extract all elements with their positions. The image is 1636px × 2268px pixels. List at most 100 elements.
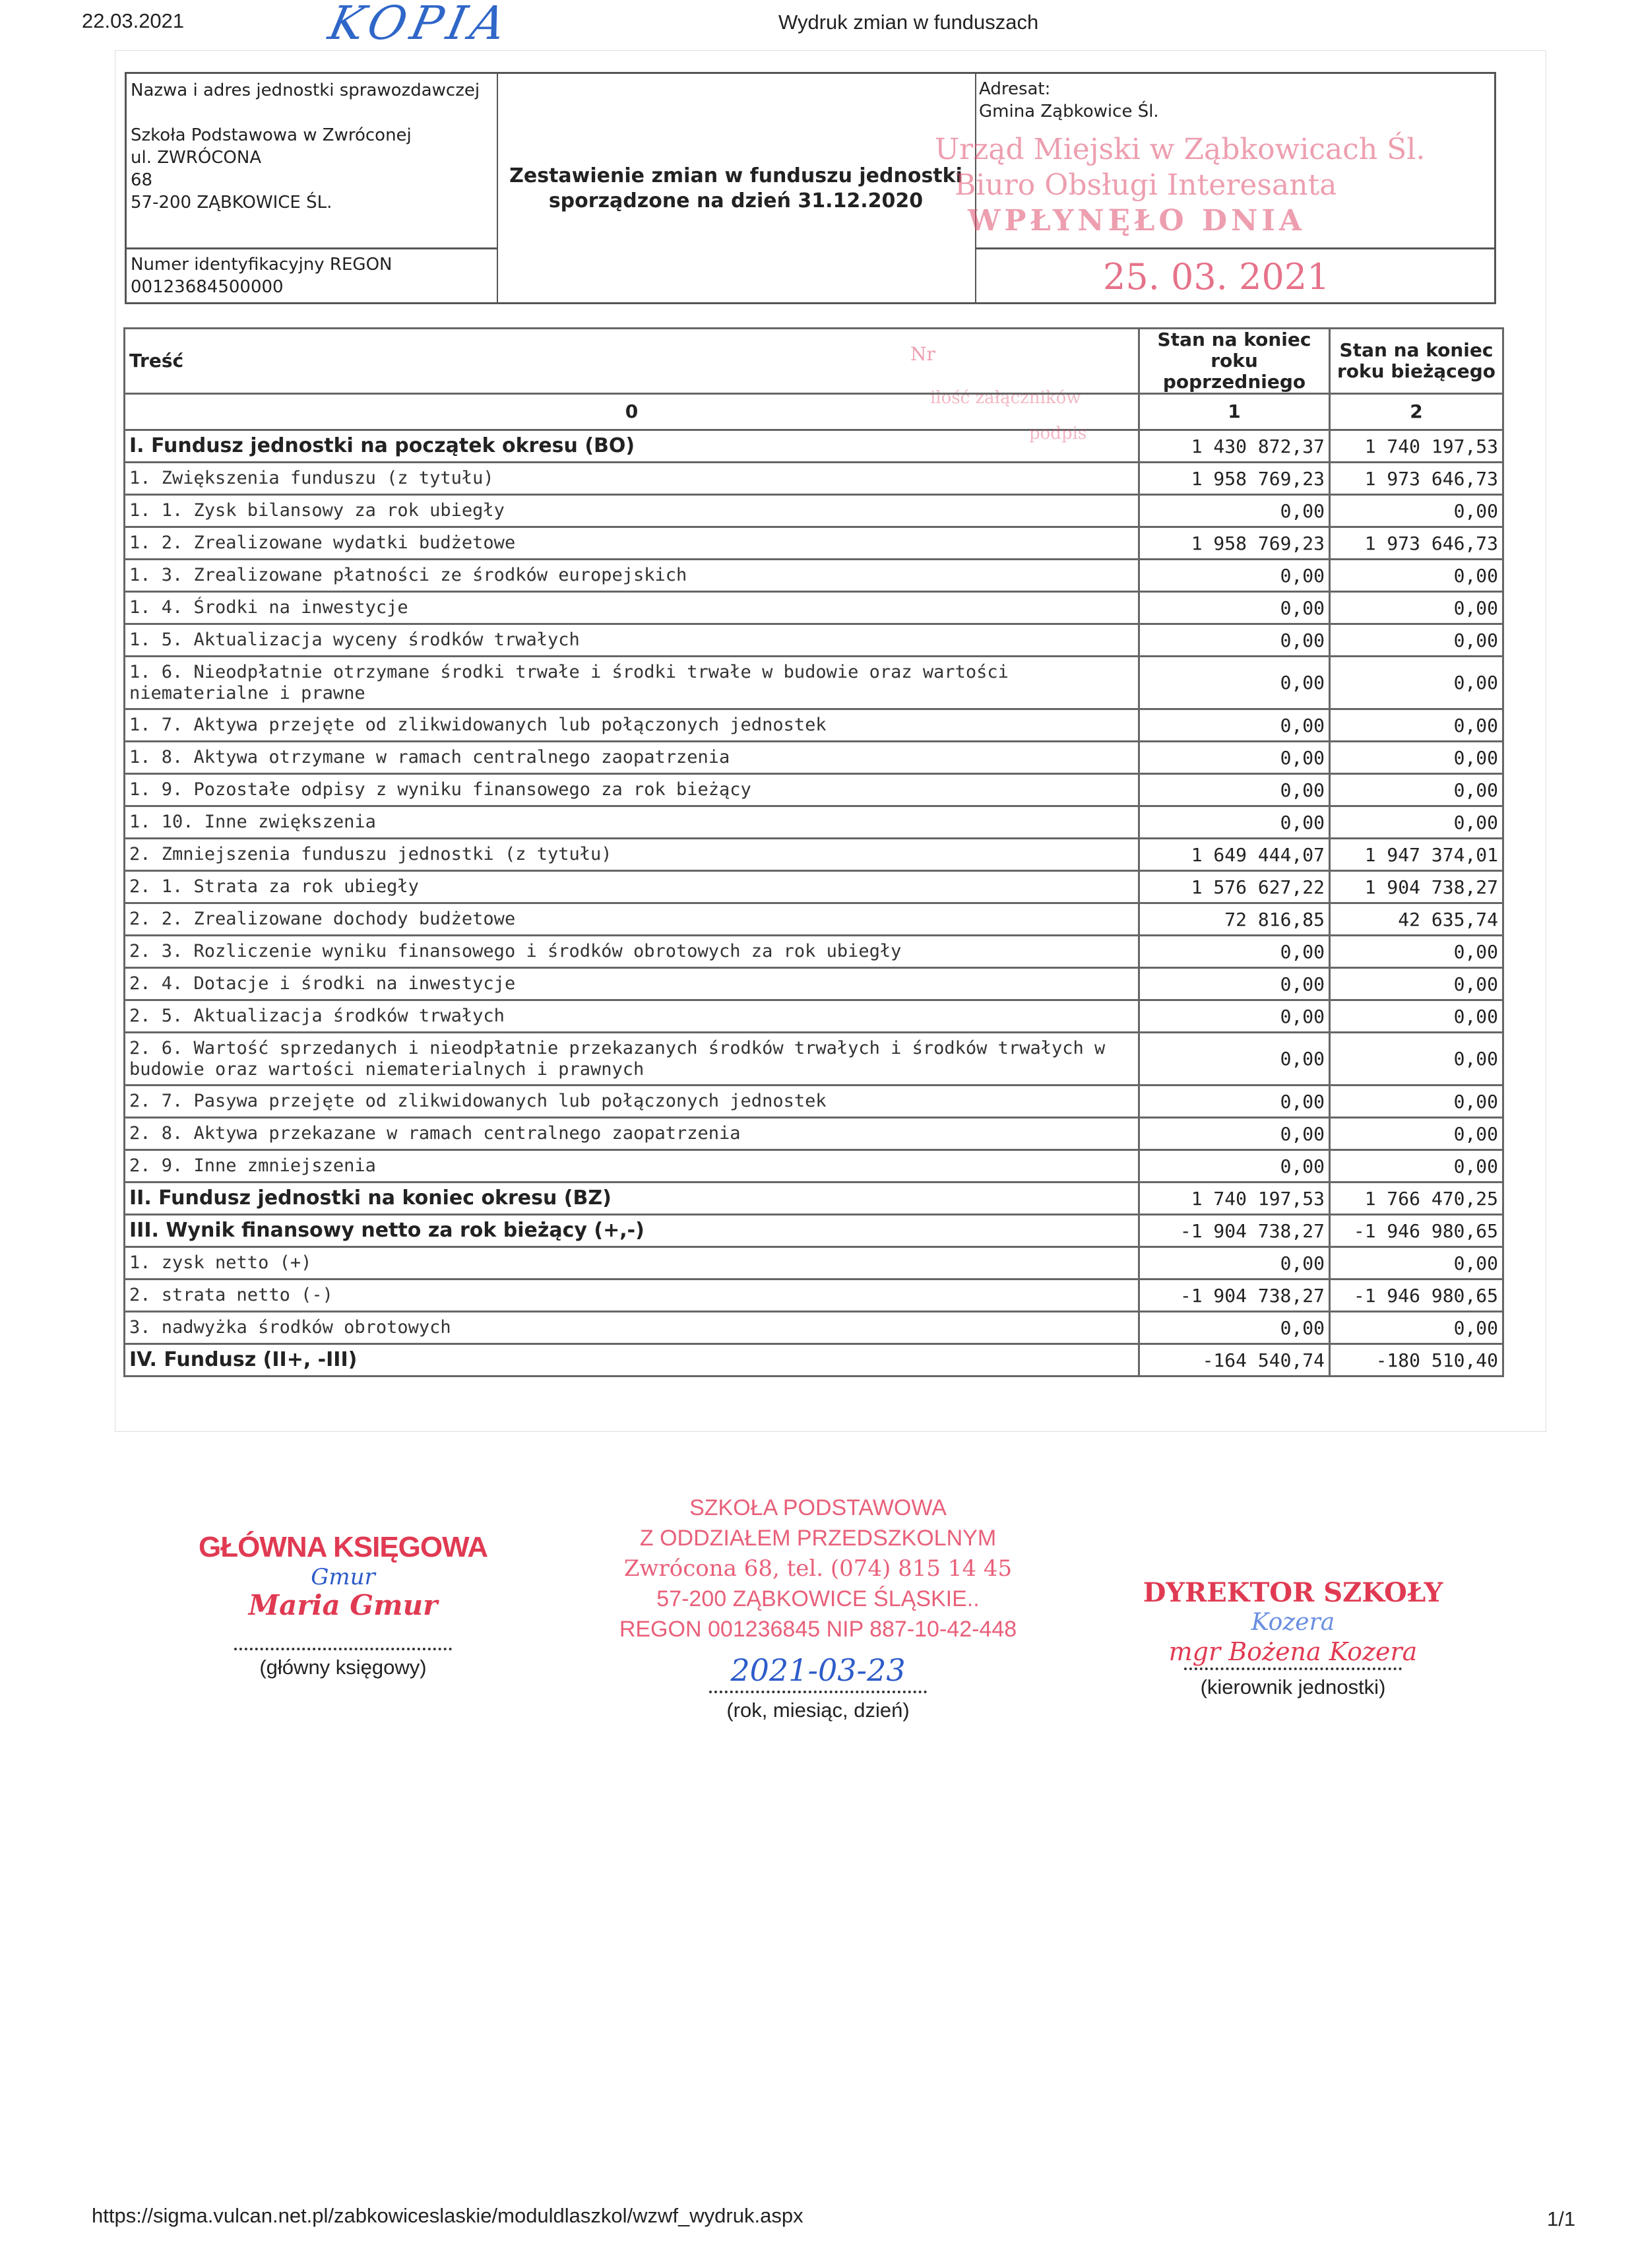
- row-label: 1. 10. Inne zwiększenia: [123, 805, 1140, 839]
- school-stamp-line4: 57-200 ZĄBKOWICE ŚLĄSKIE..: [656, 1586, 980, 1611]
- row-value-curr-year: 0,00: [1329, 655, 1504, 710]
- table-row: 2. 4. Dotacje i środki na inwestycje 0,00…: [123, 967, 1504, 1001]
- table-section-row: II. Fundusz jednostki na koniec okresu (…: [123, 1181, 1504, 1215]
- row-label: 2. 1. Strata za rok ubiegły: [123, 870, 1140, 904]
- header-prev-year: Stan na koniec roku poprzedniego: [1138, 327, 1331, 395]
- row-label: 1. 4. Środki na inwestycje: [123, 591, 1140, 625]
- director-stamp-name: mgr Bożena Kozera: [1168, 1637, 1418, 1666]
- table-section-row: IV. Fundusz (II+, -III) -164 540,74 -180 5…: [123, 1343, 1504, 1377]
- row-value-prev-year: 0,00: [1138, 1246, 1331, 1280]
- unit-label: Nazwa i adres jednostki sprawozdawczej: [131, 81, 480, 100]
- row-label: IV. Fundusz (II+, -III): [123, 1343, 1140, 1377]
- header-index-1: 1: [1138, 393, 1331, 431]
- table-row: 2. 9. Inne zmniejszenia 0,00 0,00: [123, 1149, 1504, 1183]
- row-value-curr-year: 0,00: [1329, 773, 1504, 807]
- footer-url: https://sigma.vulcan.net.pl/zabkowicesla…: [92, 2204, 803, 2227]
- row-value-prev-year: 0,00: [1138, 740, 1331, 775]
- table-row: 2. 5. Aktualizacja środków trwałych 0,00 0…: [123, 999, 1504, 1033]
- row-value-curr-year: 0,00: [1329, 494, 1504, 528]
- accountant-caption: (główny księgowy): [259, 1656, 427, 1679]
- regon-value: 00123684500000: [131, 277, 284, 297]
- row-value-prev-year: 0,00: [1138, 558, 1331, 593]
- table-row: 2. 2. Zrealizowane dochody budżetowe 72 8…: [123, 902, 1504, 936]
- unit-name: Szkoła Podstawowa w Zwróconej: [131, 125, 412, 145]
- row-value-curr-year: -1 946 980,65: [1329, 1278, 1504, 1312]
- director-signature: DYREKTOR SZKOŁY Kozera mgr Bożena Kozera…: [1121, 1577, 1464, 1699]
- table-row: 1. 8. Aktywa otrzymane w ramach centraln…: [123, 740, 1504, 775]
- row-label: 2. Zmniejszenia funduszu jednostki (z ty…: [123, 837, 1140, 872]
- row-label: 2. 7. Pasywa przejęte od zlikwidowanych …: [123, 1084, 1140, 1118]
- row-label: 1. 9. Pozostałe odpisy z wyniku finansow…: [123, 773, 1140, 807]
- row-label: 1. Zwiększenia funduszu (z tytułu): [123, 461, 1140, 496]
- row-value-curr-year: 1 947 374,01: [1329, 837, 1504, 872]
- row-value-prev-year: 0,00: [1138, 805, 1331, 839]
- table-row: 3. nadwyżka środków obrotowych 0,00 0,00: [123, 1311, 1504, 1345]
- row-value-curr-year: -1 946 980,65: [1329, 1214, 1504, 1248]
- row-value-prev-year: 0,00: [1138, 934, 1331, 969]
- row-label: III. Wynik finansowy netto za rok bieżąc…: [123, 1214, 1140, 1248]
- row-label: 2. 6. Wartość sprzedanych i nieodpłatnie…: [123, 1031, 1140, 1086]
- table-row: 1. 6. Nieodpłatnie otrzymane środki trwa…: [123, 655, 1504, 710]
- table-row: 2. strata netto (-) -1 904 738,27 -1 946 9…: [123, 1278, 1504, 1312]
- table-section-row: III. Wynik finansowy netto za rok bieżąc…: [123, 1214, 1504, 1248]
- row-value-curr-year: 0,00: [1329, 1149, 1504, 1183]
- row-value-curr-year: 1 904 738,27: [1329, 870, 1504, 904]
- print-title: Wydruk zmian w funduszach: [778, 11, 1039, 34]
- row-value-curr-year: -180 510,40: [1329, 1343, 1504, 1377]
- date-caption: (rok, miesiąc, dzień): [726, 1699, 910, 1722]
- header-index-2: 2: [1329, 393, 1504, 431]
- row-value-prev-year: -164 540,74: [1138, 1343, 1331, 1377]
- row-value-prev-year: 0,00: [1138, 494, 1331, 528]
- row-value-prev-year: 0,00: [1138, 591, 1331, 625]
- row-label: 2. 9. Inne zmniejszenia: [123, 1149, 1140, 1183]
- row-value-curr-year: 0,00: [1329, 1031, 1504, 1086]
- table-row: 1. 1. Zysk bilansowy za rok ubiegły 0,00 0…: [123, 494, 1504, 528]
- row-value-prev-year: 0,00: [1138, 1084, 1331, 1118]
- director-caption: (kierownik jednostki): [1200, 1675, 1386, 1699]
- row-value-curr-year: 42 635,74: [1329, 902, 1504, 936]
- header-index-0: 0: [123, 393, 1140, 431]
- accountant-signature: GŁÓWNA KSIĘGOWA Gmur Maria Gmur (główny …: [172, 1531, 515, 1679]
- row-value-curr-year: 0,00: [1329, 1084, 1504, 1118]
- row-label: 1. zysk netto (+): [123, 1246, 1140, 1280]
- print-date: 22.03.2021: [82, 9, 185, 32]
- row-value-prev-year: -1 904 738,27: [1138, 1214, 1331, 1248]
- table-row: 2. 1. Strata za rok ubiegły 1 576 627,22 1…: [123, 870, 1504, 904]
- date-signature: 2021-03-23 (rok, miesiąc, dzień): [646, 1652, 990, 1722]
- row-value-curr-year: 1 973 646,73: [1329, 461, 1504, 496]
- row-value-prev-year: 0,00: [1138, 708, 1331, 742]
- row-label: 2. strata netto (-): [123, 1278, 1140, 1312]
- report-header-box: Nazwa i adres jednostki sprawozdawczej S…: [125, 72, 1496, 304]
- header-content: Treść: [123, 327, 1140, 395]
- school-stamp-line3: Zwrócona 68, tel. (074) 815 14 45: [623, 1555, 1013, 1582]
- regon-block: Numer identyfikacyjny REGON 001236845000…: [131, 253, 393, 298]
- row-value-prev-year: 1 576 627,22: [1138, 870, 1331, 904]
- row-label: 2. 2. Zrealizowane dochody budżetowe: [123, 902, 1140, 936]
- table-row: 2. 6. Wartość sprzedanych i nieodpłatnie…: [123, 1031, 1504, 1086]
- school-stamp-line5: REGON 001236845 NIP 887-10-42-448: [619, 1617, 1017, 1642]
- table-row: 1. Zwiększenia funduszu (z tytułu) 1 958 …: [123, 461, 1504, 496]
- table-row: 1. 10. Inne zwiększenia 0,00 0,00: [123, 805, 1504, 839]
- addressee-label: Adresat:: [979, 79, 1051, 99]
- unit-address: Szkoła Podstawowa w Zwróconej ul. ZWRÓCO…: [131, 124, 412, 214]
- row-value-prev-year: 0,00: [1138, 1149, 1331, 1183]
- row-value-curr-year: 0,00: [1329, 740, 1504, 775]
- row-value-curr-year: 1 766 470,25: [1329, 1181, 1504, 1215]
- table-row: 1. 2. Zrealizowane wydatki budżetowe 1 95…: [123, 526, 1504, 560]
- school-stamp: SZKOŁA PODSTAWOWA Z ODDZIAŁEM PRZEDSZKOL…: [581, 1493, 1055, 1644]
- table-row: 1. zysk netto (+) 0,00 0,00: [123, 1246, 1504, 1280]
- table-row: 2. 3. Rozliczenie wyniku finansowego i ś…: [123, 934, 1504, 969]
- row-value-curr-year: 0,00: [1329, 1246, 1504, 1280]
- accountant-stamp-title: GŁÓWNA KSIĘGOWA: [198, 1531, 488, 1563]
- row-value-prev-year: 1 649 444,07: [1138, 837, 1331, 872]
- unit-number: 68: [131, 170, 153, 190]
- received-stamp-date: 25. 03. 2021: [1103, 256, 1330, 298]
- row-value-curr-year: 1 740 197,53: [1329, 429, 1504, 463]
- footer-page-number: 1/1: [1547, 2207, 1576, 2230]
- row-label: 2. 4. Dotacje i środki na inwestycje: [123, 967, 1140, 1001]
- row-value-curr-year: 0,00: [1329, 708, 1504, 742]
- header-curr-year: Stan na koniec roku bieżącego: [1329, 327, 1504, 395]
- row-label: 1. 6. Nieodpłatnie otrzymane środki trwa…: [123, 655, 1140, 710]
- row-value-prev-year: 0,00: [1138, 773, 1331, 807]
- report-title-line1: Zestawienie zmian w funduszu jednostki: [509, 164, 962, 187]
